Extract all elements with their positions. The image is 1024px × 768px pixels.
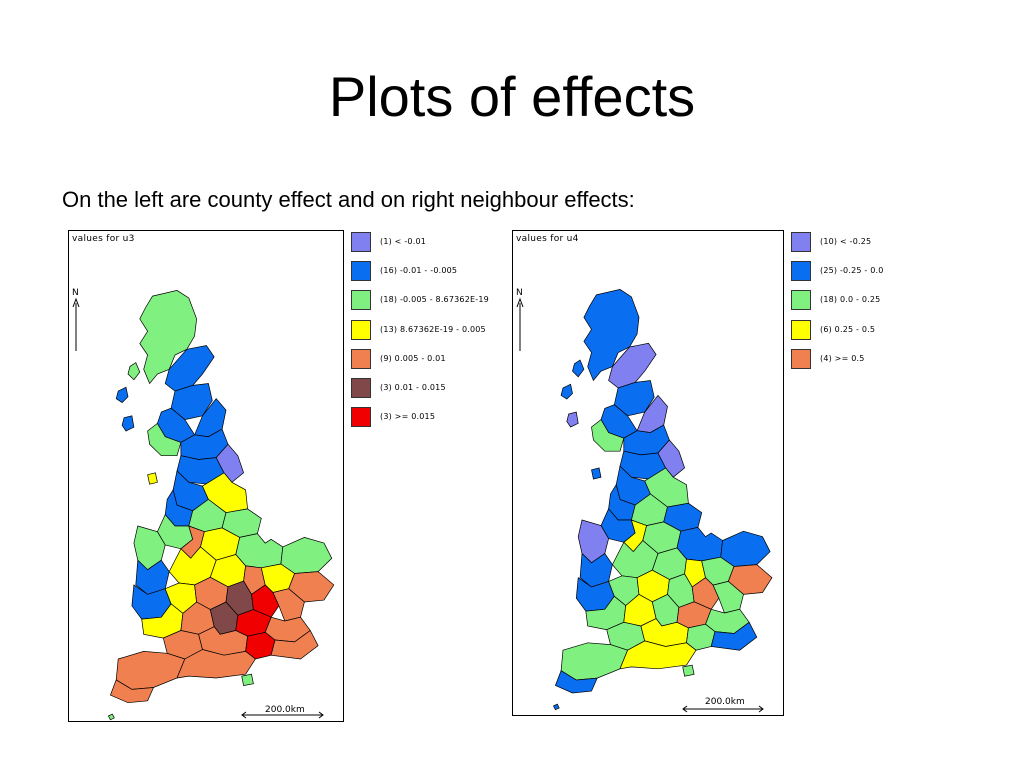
map-region	[147, 472, 158, 485]
map-region	[176, 649, 256, 679]
map-region	[554, 670, 598, 694]
slide-title: Plots of effects	[328, 65, 696, 128]
map-canvas: N 200.0km	[72, 288, 335, 721]
map-region	[579, 552, 613, 588]
map-region	[560, 642, 629, 681]
north-label: N	[516, 288, 523, 298]
scale-bar: 200.0km	[241, 705, 324, 719]
neighbour-effect-map: values for u4 N 200.0km	[512, 230, 784, 716]
legend-label: (3) 0.01 - 0.015	[380, 383, 446, 392]
legend-label: (16) -0.01 - -0.005	[380, 266, 458, 275]
slide-subtitle: On the left are county effect and on rig…	[62, 187, 635, 212]
map-region	[608, 342, 657, 389]
map-region	[107, 713, 115, 721]
map-canvas: N 200.0km	[516, 288, 773, 713]
legend-label: (9) 0.005 - 0.01	[380, 354, 446, 363]
legend-swatch	[351, 261, 371, 281]
map-region	[682, 664, 695, 677]
legend-label: (1) < -0.01	[380, 237, 427, 246]
map-caption: values for u4	[516, 234, 579, 244]
map-caption: values for u3	[72, 234, 135, 244]
legend-swatch	[351, 349, 371, 369]
map-region	[619, 640, 697, 670]
map-region	[270, 629, 319, 660]
map-region	[566, 411, 579, 428]
map-region	[710, 621, 758, 651]
map-region	[109, 679, 155, 704]
map-region	[121, 415, 135, 432]
legend-label: (6) 0.25 - 0.5	[820, 325, 876, 334]
legend-label: (10) < -0.25	[820, 237, 872, 246]
map-region	[572, 359, 585, 378]
map-region	[591, 419, 625, 452]
legend-swatch	[791, 320, 811, 340]
legend-label: (18) 0.0 - 0.25	[820, 295, 881, 304]
legend-label: (25) -0.25 - 0.0	[820, 266, 884, 275]
north-arrow: N	[72, 288, 80, 351]
north-arrow: N	[516, 288, 524, 351]
map-region	[720, 530, 771, 567]
map-region	[135, 559, 170, 595]
county-effect-map: values for u3 N 200.0km	[68, 230, 344, 722]
map-region	[164, 345, 215, 392]
region-layer	[553, 289, 773, 711]
legend-label: (3) >= 0.015	[380, 412, 436, 421]
map-region	[127, 362, 141, 381]
map-region	[147, 422, 182, 457]
map-region	[139, 290, 197, 385]
legend-swatch	[791, 261, 811, 281]
map-region	[115, 386, 129, 403]
legend-label: (4) >= 0.5	[820, 354, 865, 363]
legend-label: (13) 8.67362E-19 - 0.005	[380, 325, 486, 334]
legend-swatch	[791, 232, 811, 252]
map-region	[591, 467, 602, 480]
region-layer	[107, 290, 335, 721]
map-region	[560, 383, 573, 400]
legend-label: (18) -0.005 - 8.67362E-19	[380, 295, 489, 304]
map-region	[553, 703, 560, 711]
scale-label: 200.0km	[265, 705, 305, 715]
legend-swatch	[351, 320, 371, 340]
map-region	[241, 673, 254, 687]
legend-swatch	[351, 378, 371, 398]
map-region	[280, 537, 333, 574]
map-region	[115, 651, 186, 690]
map-region	[583, 289, 640, 382]
legend-swatch	[791, 290, 811, 310]
north-label: N	[72, 288, 79, 298]
scale-bar: 200.0km	[682, 697, 764, 713]
scale-label: 200.0km	[705, 697, 745, 707]
legend-swatch	[351, 407, 371, 427]
legend-swatch	[351, 232, 371, 252]
legend-swatch	[791, 349, 811, 369]
legend-swatch	[351, 290, 371, 310]
